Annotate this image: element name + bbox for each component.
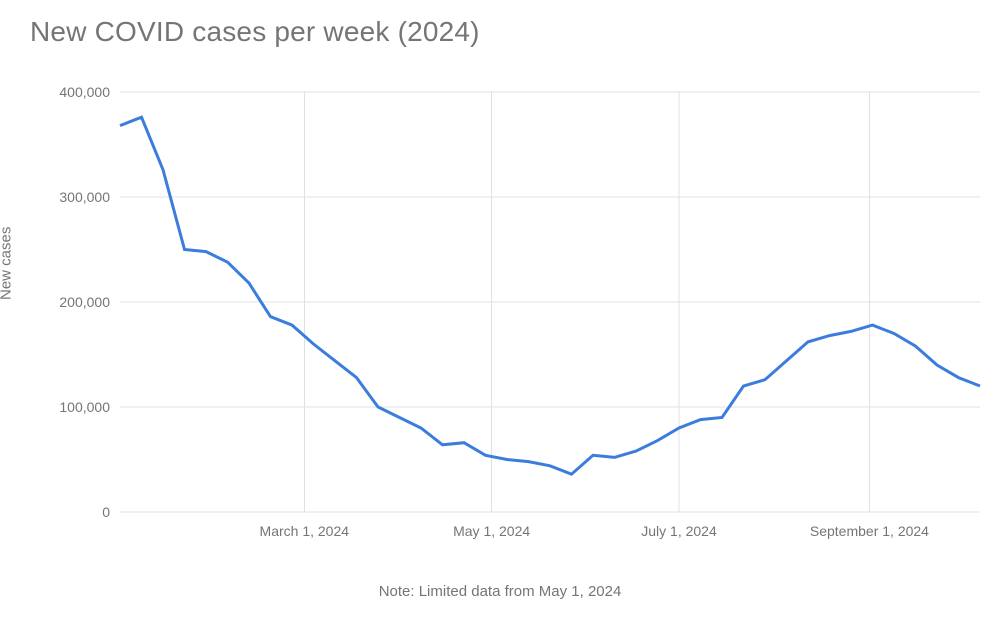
x-tick-label: March 1, 2024 <box>260 523 350 539</box>
y-tick-label: 100,000 <box>59 399 110 415</box>
y-tick-label: 400,000 <box>59 84 110 100</box>
chart-container: New COVID cases per week (2024) New case… <box>0 0 1000 618</box>
y-tick-label: 0 <box>102 504 110 520</box>
chart-footnote: Note: Limited data from May 1, 2024 <box>0 583 1000 600</box>
x-tick-label: September 1, 2024 <box>810 523 929 539</box>
y-tick-label: 300,000 <box>59 189 110 205</box>
x-tick-label: May 1, 2024 <box>453 523 530 539</box>
x-tick-label: July 1, 2024 <box>641 523 717 539</box>
series-line-new-cases <box>120 117 980 474</box>
chart-svg: 0 100,000 200,000 300,000 400,000 March 1, 20… <box>0 0 1000 618</box>
y-tick-label: 200,000 <box>59 294 110 310</box>
